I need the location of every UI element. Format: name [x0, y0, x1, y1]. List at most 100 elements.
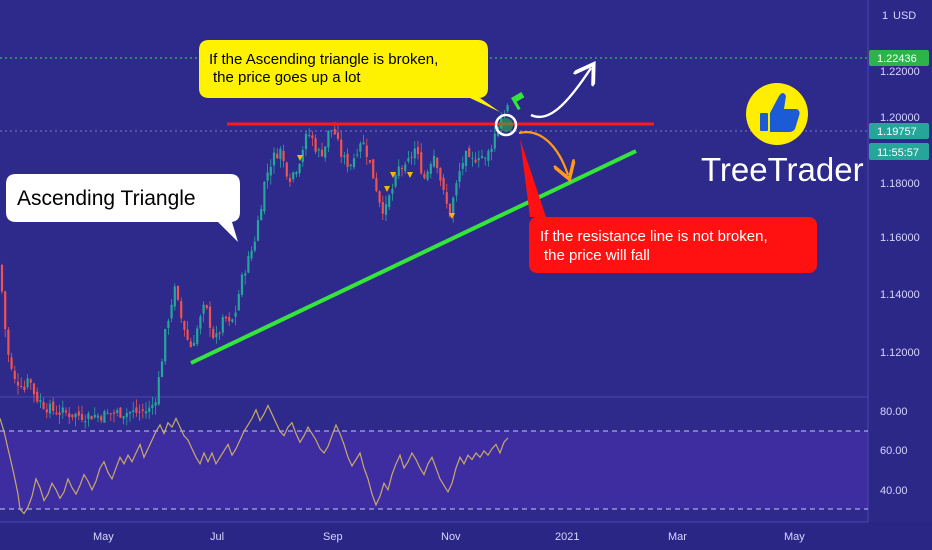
candle-body	[128, 411, 132, 414]
time-label-jul: Jul	[210, 531, 224, 543]
candle-body	[55, 412, 58, 415]
candle-body	[176, 286, 180, 300]
price-label-1.12000: 1.12000	[880, 347, 920, 359]
candle-body	[52, 401, 55, 411]
candle-body	[116, 410, 119, 413]
fall-callout: If the resistance line is not broken, th…	[520, 139, 817, 273]
candle-body	[96, 415, 100, 418]
candle-body	[372, 159, 375, 179]
fall-callout-line-1: If the resistance line is not broken,	[540, 228, 768, 245]
treetrader-logo: TreeTrader	[701, 83, 864, 188]
fall-arrow	[518, 131, 568, 175]
candle-body	[80, 413, 84, 420]
candle-body	[439, 167, 442, 181]
candle-body	[349, 164, 352, 167]
candle-body	[352, 158, 356, 168]
currency-top-label: 1	[882, 10, 888, 22]
candle-body	[423, 173, 426, 179]
candle-body	[192, 342, 196, 346]
candle-body	[471, 157, 474, 159]
support-trendline	[190, 149, 637, 365]
candle-body	[474, 159, 477, 163]
candle-body	[324, 146, 327, 158]
candle-body	[84, 421, 87, 423]
time-label-sep: Sep	[323, 531, 343, 543]
candle-body	[343, 155, 346, 158]
time-label-may: May	[93, 531, 114, 543]
candle-body	[272, 152, 276, 166]
candle-body	[400, 168, 404, 170]
candle-body	[29, 379, 32, 383]
candle-body	[285, 162, 288, 177]
pattern-label: Ascending Triangle	[17, 187, 196, 210]
marker-triangle	[390, 172, 396, 178]
candle-body	[487, 150, 490, 161]
candle-body	[269, 166, 272, 176]
rsi-label-40: 40.00	[880, 485, 908, 497]
candle-body	[173, 286, 176, 307]
candle-body	[391, 188, 394, 194]
breakout-circle-fill	[499, 118, 513, 132]
candle-body	[87, 413, 90, 419]
candle-body	[448, 203, 452, 217]
candle-body	[205, 305, 208, 309]
current-price-tag	[869, 123, 929, 139]
candle-body	[20, 385, 23, 387]
candle-body	[304, 133, 308, 150]
candle-body	[215, 333, 218, 338]
breakout-callout-line-2: the price goes up a lot	[213, 69, 361, 86]
candle-body	[103, 411, 106, 423]
candle-body	[61, 407, 64, 413]
candles	[0, 103, 509, 429]
candle-body	[263, 181, 266, 212]
time-label-nov: Nov	[441, 531, 461, 543]
candle-body	[458, 171, 461, 182]
candle-body	[442, 177, 445, 190]
candle-body	[186, 329, 189, 340]
price-label-1.22000: 1.22000	[880, 66, 920, 78]
candle-body	[48, 403, 52, 414]
candle-body	[484, 157, 487, 159]
candle-body	[148, 407, 151, 412]
price-label-1.20000: 1.20000	[880, 112, 920, 124]
candle-body	[71, 414, 74, 418]
candle-body	[375, 178, 378, 192]
candle-body	[4, 291, 7, 330]
candle-body	[336, 132, 340, 139]
candle-body	[308, 135, 311, 137]
candle-body	[125, 413, 128, 417]
candle-body	[506, 105, 509, 112]
time-label-2021: 2021	[555, 531, 579, 543]
candle-body	[461, 163, 464, 169]
flag-icon	[511, 92, 525, 111]
candle-body	[93, 414, 96, 418]
target-price-tag	[869, 50, 929, 66]
candle-body	[183, 321, 186, 330]
candle-body	[100, 416, 103, 421]
candle-body	[10, 357, 13, 369]
fall-callout-connector	[520, 139, 546, 217]
candle-body	[359, 143, 362, 152]
candle-body	[381, 202, 384, 214]
candle-body	[362, 142, 365, 145]
candle-body	[247, 256, 250, 273]
candle-body	[397, 166, 400, 176]
candle-body	[208, 306, 212, 328]
candle-body	[7, 329, 10, 355]
candle-body	[346, 153, 349, 167]
candle-body	[212, 328, 215, 339]
fall-callout-line-2: the price will fall	[544, 247, 650, 264]
candle-body	[327, 130, 330, 148]
candle-body	[64, 410, 68, 413]
time-tag-text: 11:55:57	[877, 147, 919, 159]
candle-body	[39, 400, 42, 403]
candle-body	[234, 312, 237, 317]
candle-body	[160, 361, 164, 377]
price-label-1.14000: 1.14000	[880, 289, 920, 301]
candle-body	[36, 391, 39, 402]
current-price-tag-text: 1.19757	[877, 126, 917, 138]
candle-body	[260, 208, 263, 221]
marker-triangle	[407, 172, 413, 178]
candle-body	[106, 412, 109, 414]
